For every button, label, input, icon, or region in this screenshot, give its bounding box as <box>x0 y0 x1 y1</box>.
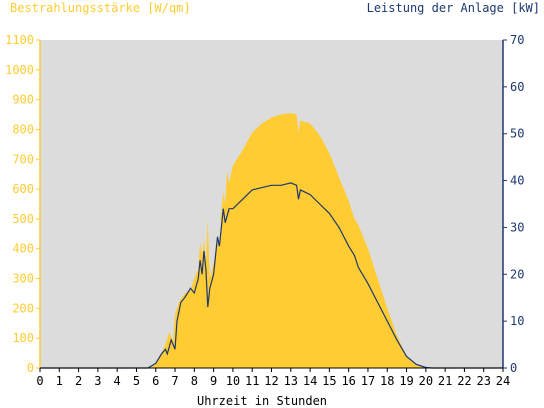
x-tick-label: 24 <box>496 374 510 388</box>
right-tick-label: 0 <box>510 361 517 375</box>
right-tick-label: 50 <box>510 127 524 141</box>
x-tick-label: 15 <box>322 374 336 388</box>
x-tick-label: 0 <box>36 374 43 388</box>
right-tick-label: 70 <box>510 33 524 47</box>
x-tick-label: 20 <box>419 374 433 388</box>
right-tick-label: 60 <box>510 80 524 94</box>
x-tick-label: 12 <box>264 374 278 388</box>
right-tick-label: 20 <box>510 267 524 281</box>
x-tick-label: 23 <box>476 374 490 388</box>
x-tick-label: 6 <box>152 374 159 388</box>
x-tick-label: 18 <box>380 374 394 388</box>
left-tick-label: 600 <box>12 182 34 196</box>
right-tick-label: 10 <box>510 314 524 328</box>
left-tick-label: 0 <box>27 361 34 375</box>
x-tick-label: 10 <box>226 374 240 388</box>
left-tick-label: 500 <box>12 212 34 226</box>
left-axis-title: Bestrahlungsstärke [W/qm] <box>10 1 191 15</box>
left-tick-label: 700 <box>12 152 34 166</box>
x-tick-label: 11 <box>245 374 259 388</box>
left-tick-label: 800 <box>12 122 34 136</box>
left-tick-label: 300 <box>12 272 34 286</box>
x-tick-label: 3 <box>94 374 101 388</box>
left-tick-label: 1000 <box>5 63 34 77</box>
x-tick-label: 14 <box>303 374 317 388</box>
x-axis-title: Uhrzeit in Stunden <box>197 394 327 408</box>
x-tick-label: 13 <box>284 374 298 388</box>
right-tick-label: 40 <box>510 174 524 188</box>
left-tick-label: 900 <box>12 93 34 107</box>
left-tick-label: 100 <box>12 331 34 345</box>
x-tick-label: 7 <box>171 374 178 388</box>
x-tick-label: 21 <box>438 374 452 388</box>
irradiance-area <box>40 113 503 368</box>
x-tick-label: 16 <box>341 374 355 388</box>
x-tick-label: 4 <box>114 374 121 388</box>
left-tick-label: 400 <box>12 242 34 256</box>
x-tick-label: 9 <box>210 374 217 388</box>
left-tick-label: 1100 <box>5 33 34 47</box>
right-tick-label: 30 <box>510 220 524 234</box>
x-tick-label: 17 <box>361 374 375 388</box>
x-tick-label: 19 <box>399 374 413 388</box>
left-tick-label: 200 <box>12 301 34 315</box>
power-line <box>40 182 503 369</box>
x-tick-label: 22 <box>457 374 471 388</box>
right-axis-title: Leistung der Anlage [kW] <box>367 1 540 15</box>
x-tick-label: 1 <box>56 374 63 388</box>
x-tick-label: 8 <box>191 374 198 388</box>
x-tick-label: 5 <box>133 374 140 388</box>
x-tick-label: 2 <box>75 374 82 388</box>
